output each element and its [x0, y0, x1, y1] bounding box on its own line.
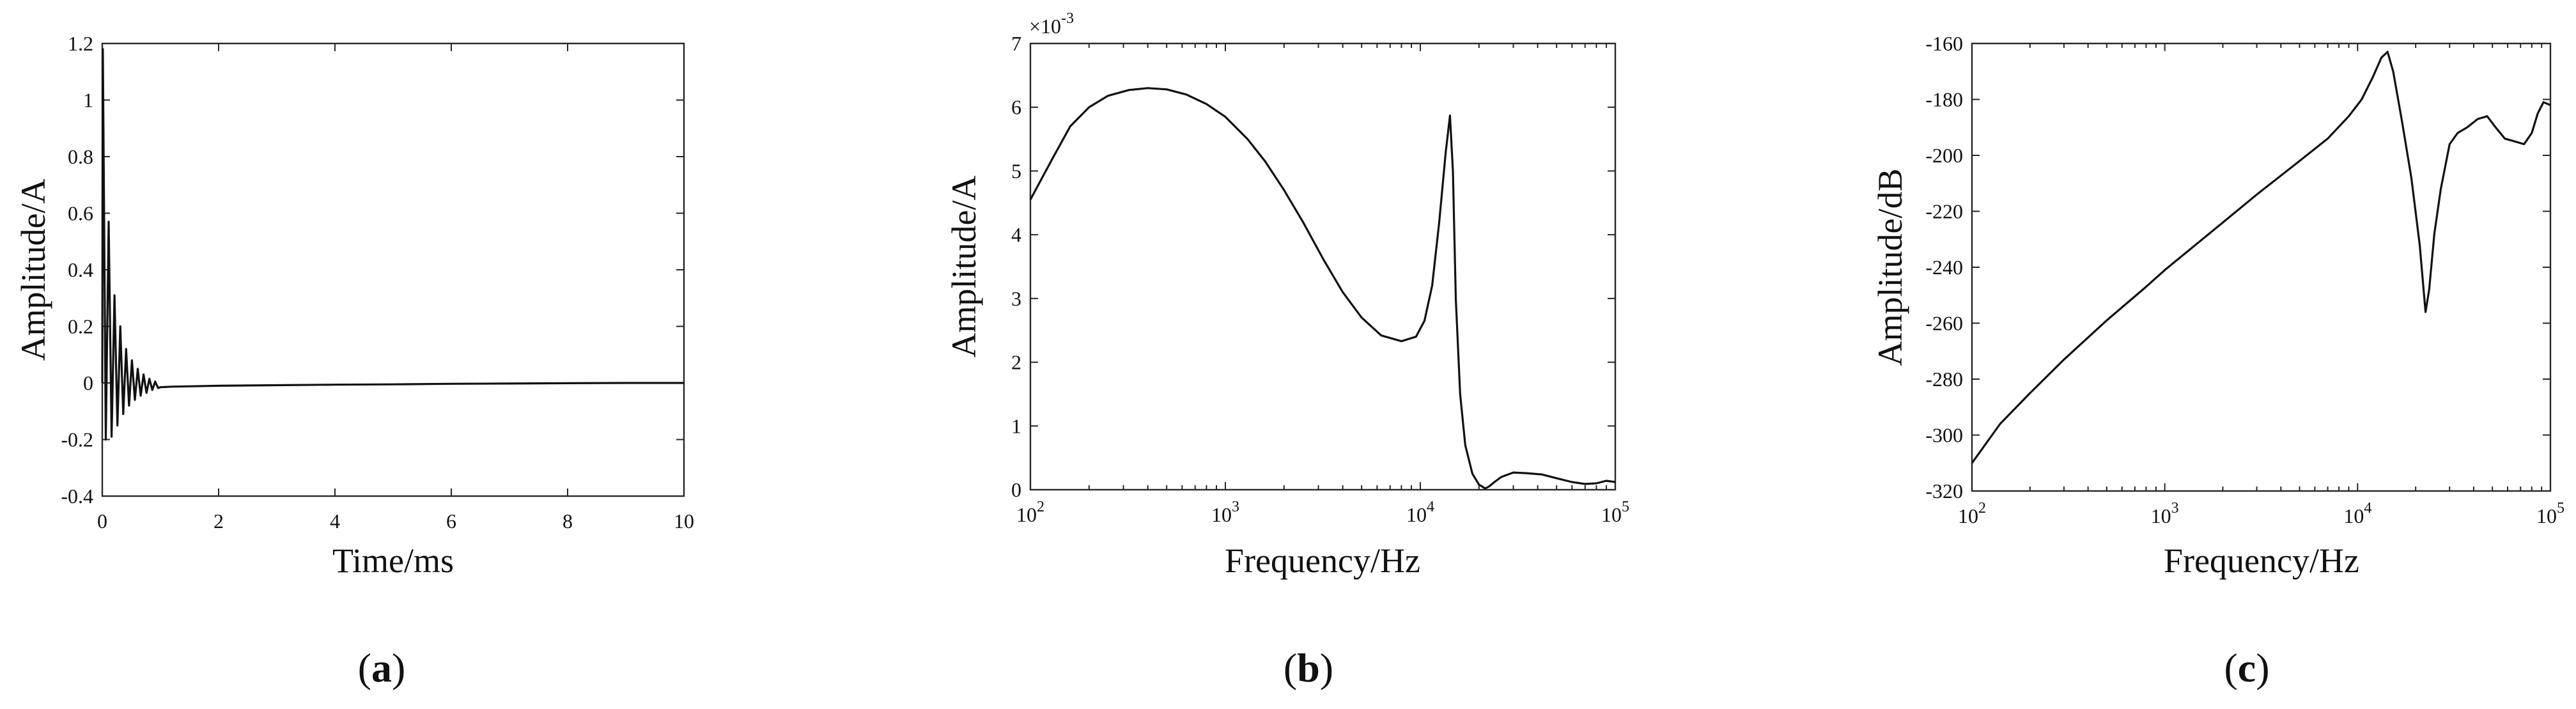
chart-b-xtick-label: 102 [1016, 499, 1044, 526]
chart-c-ytick-label: -240 [1925, 256, 1963, 279]
chart-c-ytick-label: -180 [1925, 88, 1963, 111]
chart-c-plot-area [1971, 42, 2552, 492]
chart-b-xtick-exponent: 2 [1037, 499, 1044, 515]
chart-c-xtick-label: 105 [2536, 500, 2564, 527]
chart-c-ytick-label: -220 [1925, 200, 1963, 223]
panel-label-a-letter: a [371, 645, 392, 690]
chart-a: 0 2 4 6 8 10 -0.4 -0.2 0 0.2 0.4 0.6 0.8 1 1.2 Time/ms… [14, 32, 694, 690]
chart-c-xtick-label: 103 [2151, 500, 2179, 527]
chart-c-ytick-label: -320 [1925, 479, 1963, 503]
chart-a-ytick-label: -0.4 [61, 485, 93, 508]
chart-c-xlabel: Frequency/Hz [2164, 541, 2359, 580]
chart-a-ytick-label: 0.8 [68, 145, 93, 168]
chart-a-ylabel: Amplitude/A [14, 179, 52, 361]
chart-b-axes: 102 103 104 105 0 1 2 3 4 5 6 7 [1011, 32, 1629, 526]
chart-b-ytick-label: 1 [1011, 414, 1021, 437]
chart-b-ytick-label: 0 [1011, 478, 1021, 501]
chart-a-ytick-label: -0.2 [61, 428, 93, 451]
chart-a-series-group [101, 48, 684, 441]
chart-a-ytick-label: 0.2 [68, 315, 93, 338]
chart-c-series-group [1971, 51, 2551, 464]
chart-b-series-group [1029, 87, 1616, 490]
panel-label-b-letter: b [1297, 645, 1320, 690]
chart-b-xlabel: Frequency/Hz [1225, 541, 1420, 580]
chart-a-axes: 0 2 4 6 8 10 -0.4 -0.2 0 0.2 0.4 0.6 0.8 1 1.2 [61, 32, 694, 533]
chart-c-xtick-exponent: 3 [2171, 500, 2179, 517]
chart-c-axes: 102 103 104 105 -320 -300 -280 -260 -240 -220 -200… [1925, 32, 2564, 527]
chart-c-xtick-exponent: 5 [2557, 500, 2564, 517]
chart-b-ytick-label: 4 [1011, 223, 1021, 246]
chart-c: 102 103 104 105 -320 -300 -280 -260 -240 -220 -200… [1871, 32, 2564, 690]
chart-b-xtick-label: 103 [1211, 499, 1239, 526]
panel-label-c: (c) [2224, 645, 2269, 690]
chart-c-ytick-label: -280 [1925, 368, 1963, 391]
chart-b-plot-area [1029, 42, 1617, 491]
chart-c-series-line [1971, 51, 2551, 464]
chart-c-ytick-label: -160 [1925, 32, 1963, 55]
chart-a-xlabel: Time/ms [332, 541, 454, 580]
chart-a-plot-area [101, 42, 685, 497]
chart-a-series-line [101, 48, 684, 441]
chart-b-series-line [1029, 87, 1616, 490]
chart-b-ytick-label: 6 [1011, 96, 1021, 119]
chart-b-ytick-label: 3 [1011, 287, 1021, 310]
chart-b-xtick-exponent: 4 [1427, 499, 1434, 515]
chart-a-xtick-label: 2 [213, 510, 224, 533]
chart-a-xtick-label: 8 [563, 510, 573, 533]
chart-b-axis-multiplier-exponent: -3 [1061, 10, 1074, 27]
chart-a-xtick-label: 0 [97, 510, 107, 533]
chart-c-ytick-label: -300 [1925, 424, 1963, 447]
chart-c-ytick-label: -200 [1925, 144, 1963, 167]
panel-label-a: (a) [358, 645, 406, 690]
chart-b-xtick-label: 105 [1601, 499, 1629, 526]
panel-label-b: (b) [1284, 645, 1333, 690]
chart-a-xtick-label: 10 [674, 510, 694, 533]
chart-c-ytick-label: -260 [1925, 312, 1963, 335]
chart-a-ytick-label: 0.6 [68, 202, 93, 225]
chart-a-ytick-label: 1 [83, 89, 93, 112]
chart-c-xtick-exponent: 4 [2364, 500, 2371, 517]
chart-b-xtick-exponent: 5 [1622, 499, 1629, 515]
chart-b-ytick-label: 5 [1011, 159, 1021, 182]
chart-b-xtick-label: 104 [1406, 499, 1434, 526]
chart-a-ytick-label: 1.2 [68, 32, 93, 55]
chart-a-xtick-label: 4 [330, 510, 340, 533]
chart-c-ylabel: Amplitude/dB [1871, 169, 1909, 366]
chart-b-ytick-label: 2 [1011, 351, 1021, 374]
panel-label-c-letter: c [2238, 645, 2256, 690]
chart-c-xtick-label: 104 [2343, 500, 2371, 527]
chart-a-ytick-label: 0.4 [68, 258, 93, 281]
chart-c-xtick-exponent: 2 [1978, 500, 1986, 517]
chart-b-xtick-exponent: 3 [1232, 499, 1239, 515]
chart-b-ytick-label: 7 [1011, 32, 1021, 55]
chart-b-axis-multiplier: ×10-3 [1029, 10, 1074, 38]
chart-b-ylabel: Amplitude/A [945, 176, 983, 358]
chart-a-ytick-label: 0 [83, 371, 93, 394]
chart-c-xtick-label: 102 [1958, 500, 1986, 527]
chart-a-xtick-label: 6 [446, 510, 456, 533]
